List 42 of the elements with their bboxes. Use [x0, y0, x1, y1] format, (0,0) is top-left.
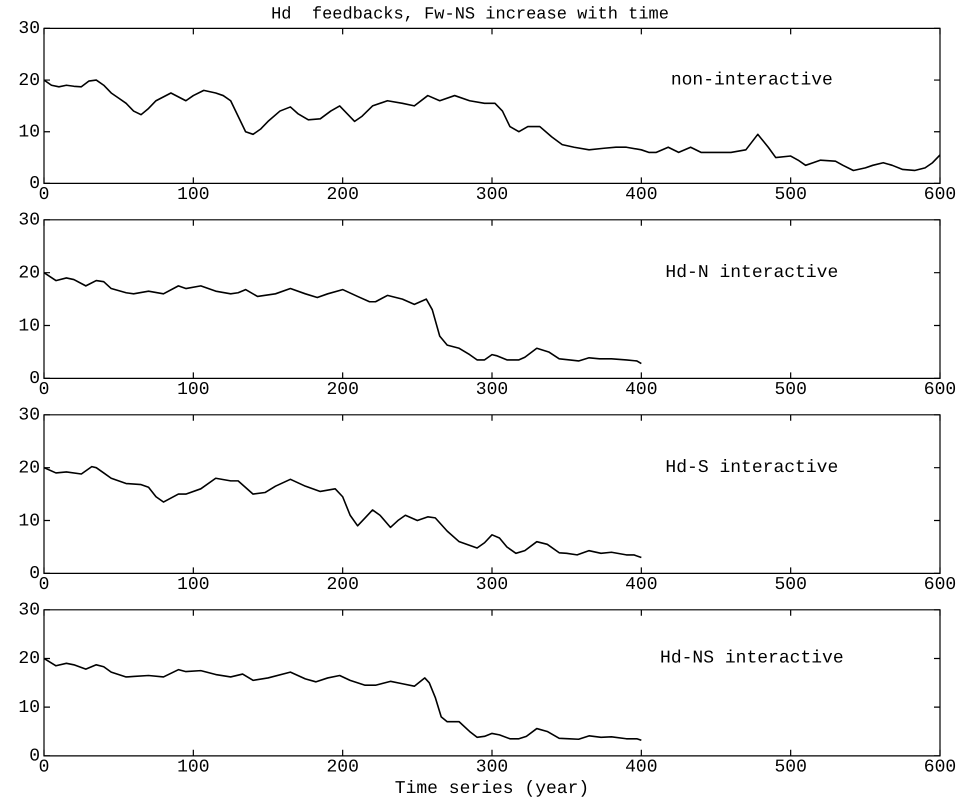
x-tick-label: 300: [476, 757, 508, 778]
y-tick-label: 10: [18, 511, 40, 532]
x-tick-label: 600: [924, 184, 956, 205]
y-tick-label: 10: [18, 698, 40, 718]
annotation: non-interactive: [670, 70, 833, 90]
x-tick-label: 600: [924, 757, 956, 778]
x-tick-label: 600: [924, 574, 956, 595]
x-tick-label: 100: [177, 380, 210, 400]
y-tick-label: 30: [18, 210, 40, 231]
x-tick-label: 300: [476, 380, 508, 400]
y-tick-label: 20: [18, 458, 40, 478]
x-tick-label: 500: [774, 757, 807, 778]
x-tick-label: 400: [625, 380, 658, 400]
y-tick-label: 10: [18, 122, 40, 142]
x-tick-label: 100: [177, 757, 210, 778]
x-tick-label: 600: [924, 380, 956, 400]
x-tick-label: 400: [625, 184, 658, 205]
y-tick-label: 20: [18, 263, 40, 284]
x-tick-label: 400: [625, 757, 658, 778]
x-tick-label: 200: [326, 380, 359, 400]
x-tick-label: 300: [476, 184, 508, 205]
y-tick-label: 10: [18, 316, 40, 336]
x-tick-label: 400: [625, 574, 658, 595]
x-tick-label: 200: [326, 574, 359, 595]
x-tick-label: 100: [177, 184, 210, 205]
y-tick-label: 30: [18, 19, 40, 40]
y-tick-label: 20: [18, 70, 40, 91]
y-tick-label: 30: [18, 600, 40, 621]
y-tick-label: 20: [18, 649, 40, 670]
x-tick-label: 300: [476, 574, 508, 595]
y-tick-label: 30: [18, 406, 40, 426]
annotation: Hd-S interactive: [665, 458, 838, 478]
x-tick-label: 100: [177, 574, 210, 595]
x-axis-title: Time series (year): [394, 778, 590, 799]
x-tick-label: 200: [326, 184, 359, 205]
x-tick-label: 500: [774, 184, 807, 205]
x-tick-label: 500: [774, 380, 807, 400]
x-tick-label: 500: [774, 574, 807, 595]
x-tick-label: 200: [326, 757, 359, 778]
chart-title: Hd feedbacks, Fw-NS increase with time: [271, 6, 669, 25]
annotation: Hd-N interactive: [665, 262, 838, 283]
annotation: Hd-NS interactive: [660, 648, 844, 669]
